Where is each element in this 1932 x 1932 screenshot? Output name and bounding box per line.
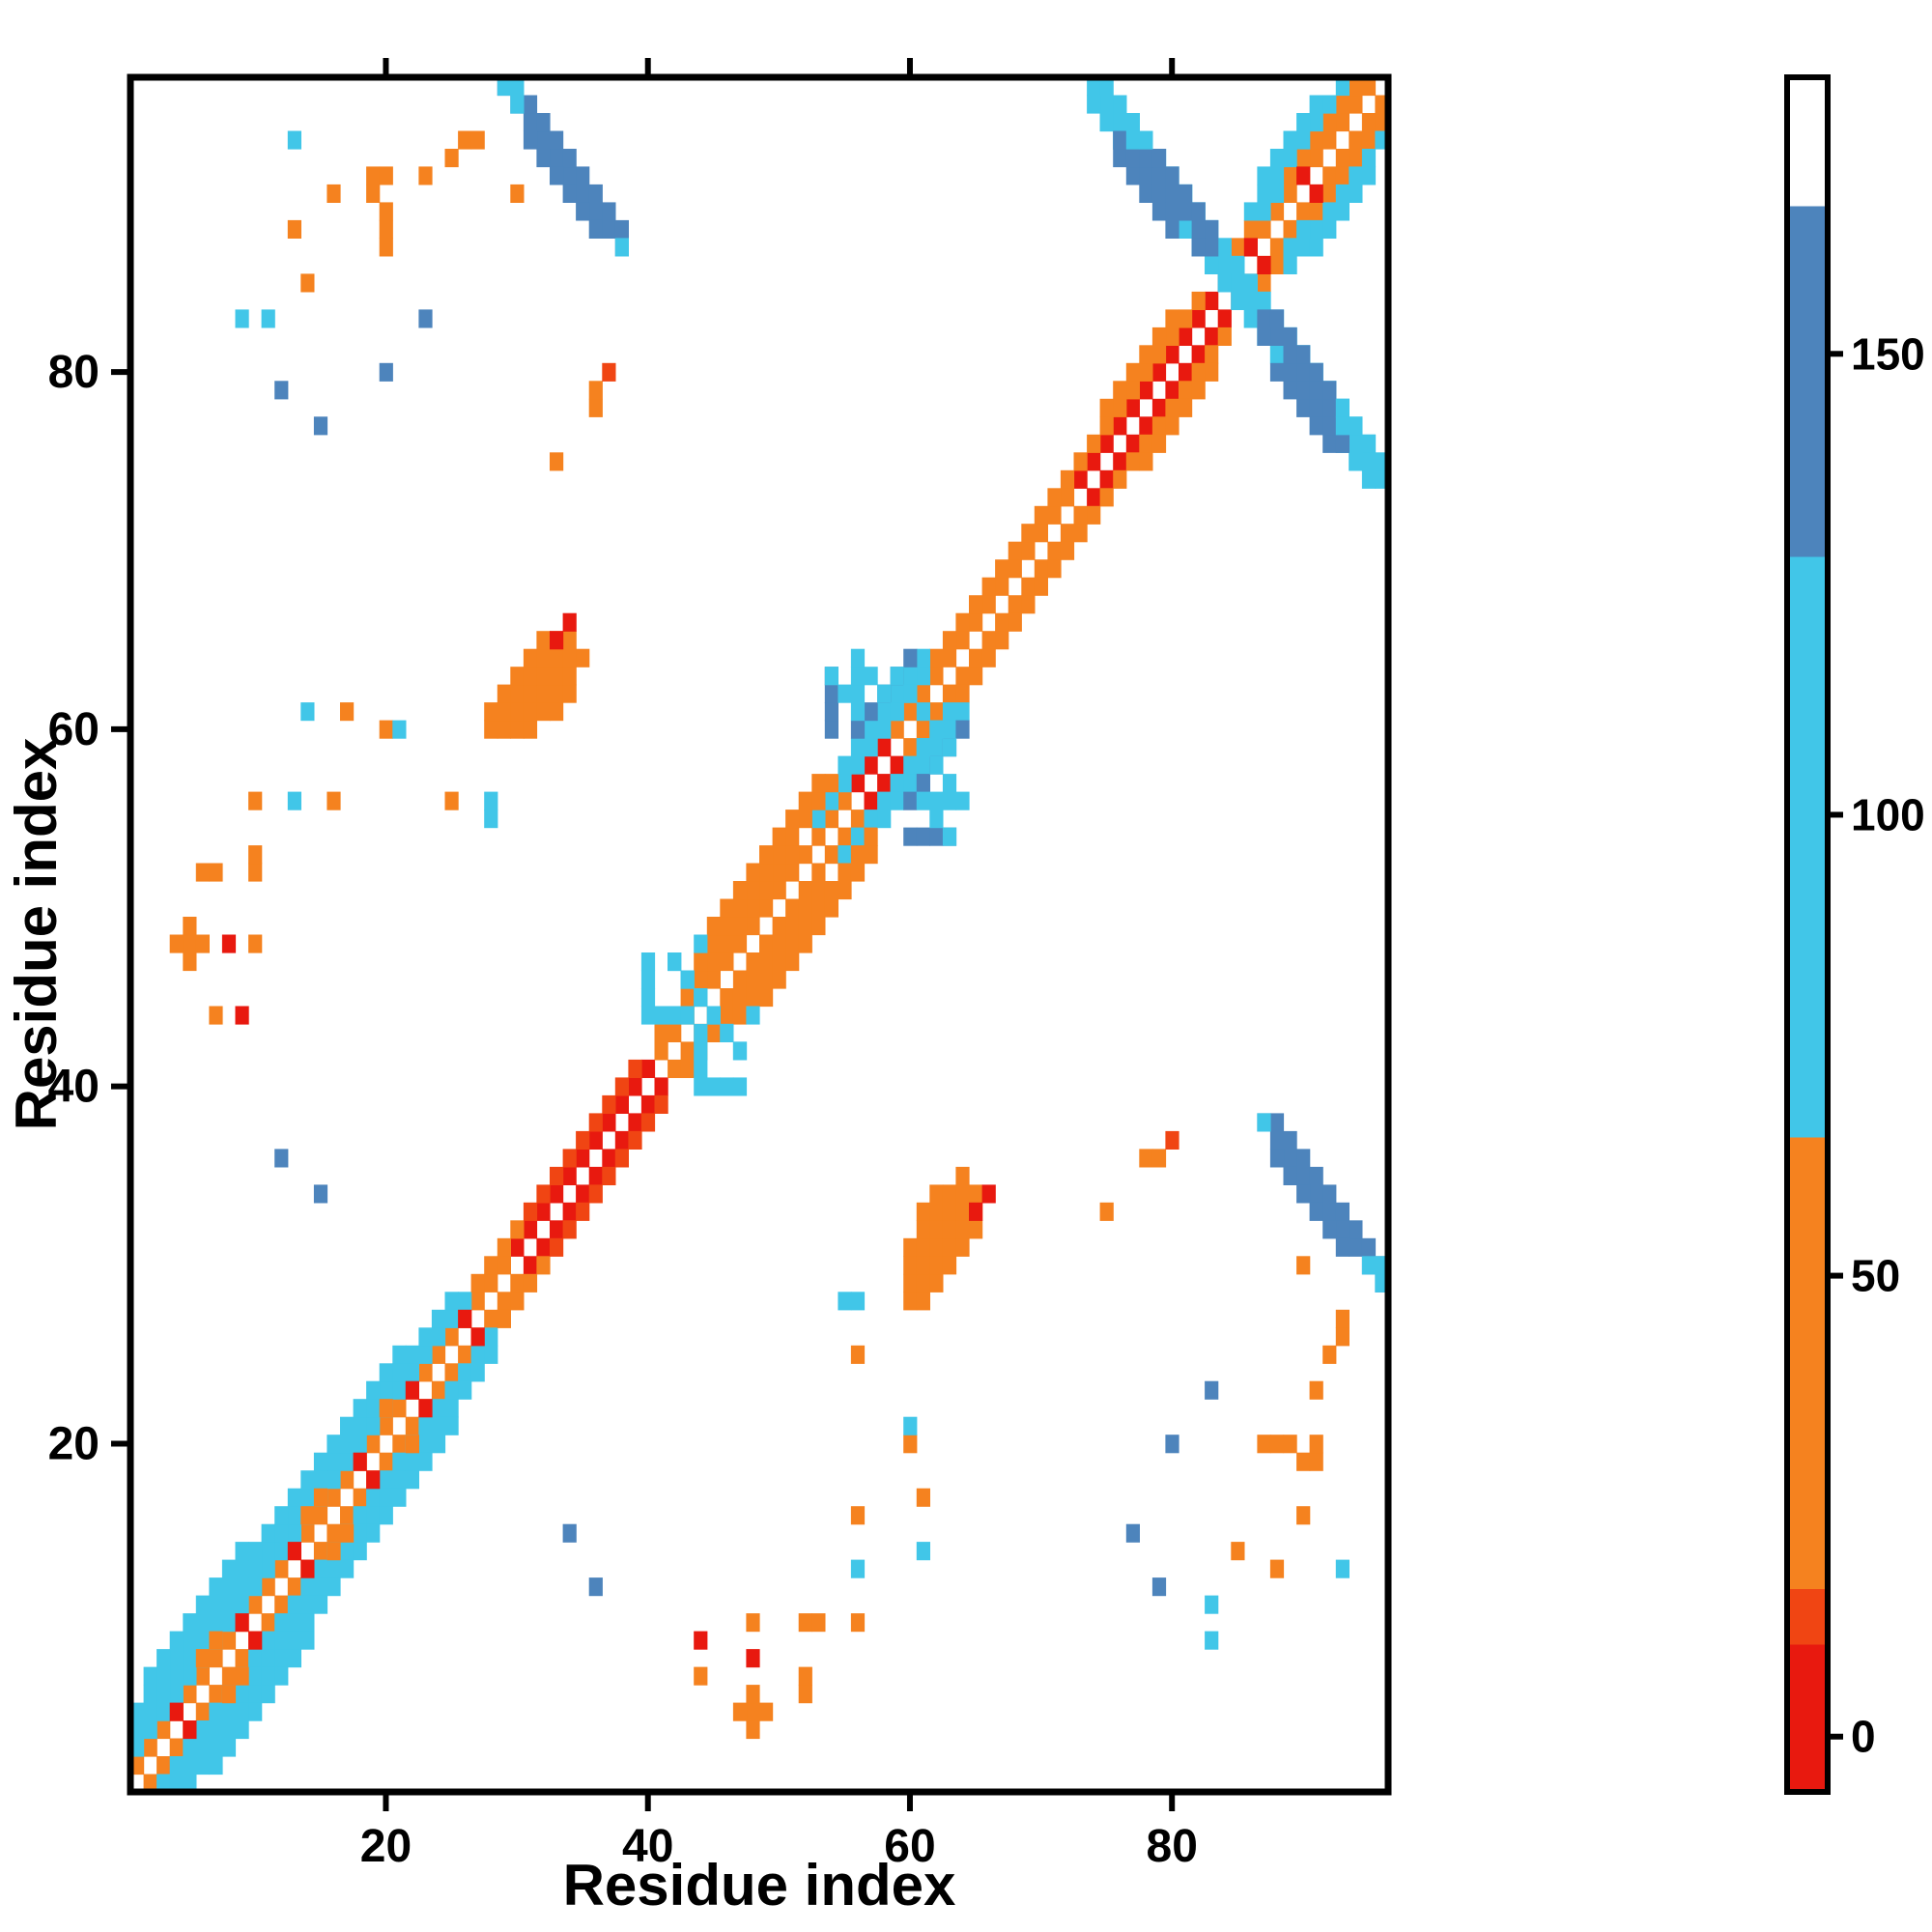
colorbar: 0 50 100 150 [1784, 74, 1925, 1795]
colorbar-tick-label: 150 [1851, 328, 1925, 379]
colorbar-gradient [1784, 74, 1831, 1795]
x-tick-label: 40 [622, 1821, 673, 1872]
x-tick-label: 20 [360, 1821, 412, 1872]
colorbar-tick-label: 0 [1851, 1712, 1876, 1762]
y-axis-title: Residue index [4, 738, 69, 1131]
heatmap-cells [130, 77, 1389, 1793]
x-axis-title: Residue index [563, 1853, 956, 1918]
y-tick-label: 20 [48, 1418, 99, 1469]
colorbar-tick-label: 100 [1851, 789, 1925, 839]
colorbar-tick-label: 50 [1851, 1251, 1900, 1301]
y-tick-label: 40 [48, 1062, 99, 1113]
y-tick-label: 80 [48, 347, 99, 398]
axes: 20 40 60 80 20 40 60 80 [48, 58, 1392, 1872]
y-tick-label: 60 [48, 704, 99, 755]
x-tick-label: 80 [1147, 1821, 1198, 1872]
x-tick-label: 60 [884, 1821, 935, 1872]
